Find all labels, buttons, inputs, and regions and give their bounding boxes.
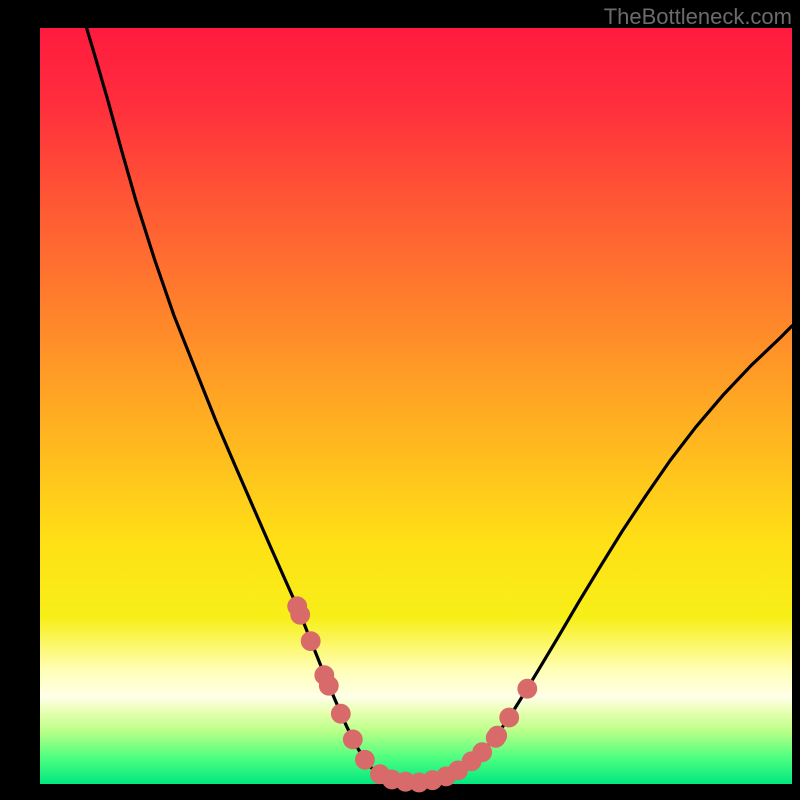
plot-area xyxy=(40,28,792,784)
chart-root: TheBottleneck.com xyxy=(0,0,800,800)
data-marker xyxy=(301,632,320,651)
data-marker xyxy=(500,708,519,727)
data-marker xyxy=(319,676,338,695)
data-marker xyxy=(488,726,507,745)
data-marker xyxy=(343,730,362,749)
data-marker xyxy=(291,605,310,624)
data-marker xyxy=(518,679,537,698)
data-marker xyxy=(331,704,350,723)
data-markers xyxy=(288,597,537,792)
watermark-text: TheBottleneck.com xyxy=(604,4,792,30)
bottleneck-curve xyxy=(40,28,792,784)
data-marker xyxy=(473,743,492,762)
data-marker xyxy=(356,750,375,769)
